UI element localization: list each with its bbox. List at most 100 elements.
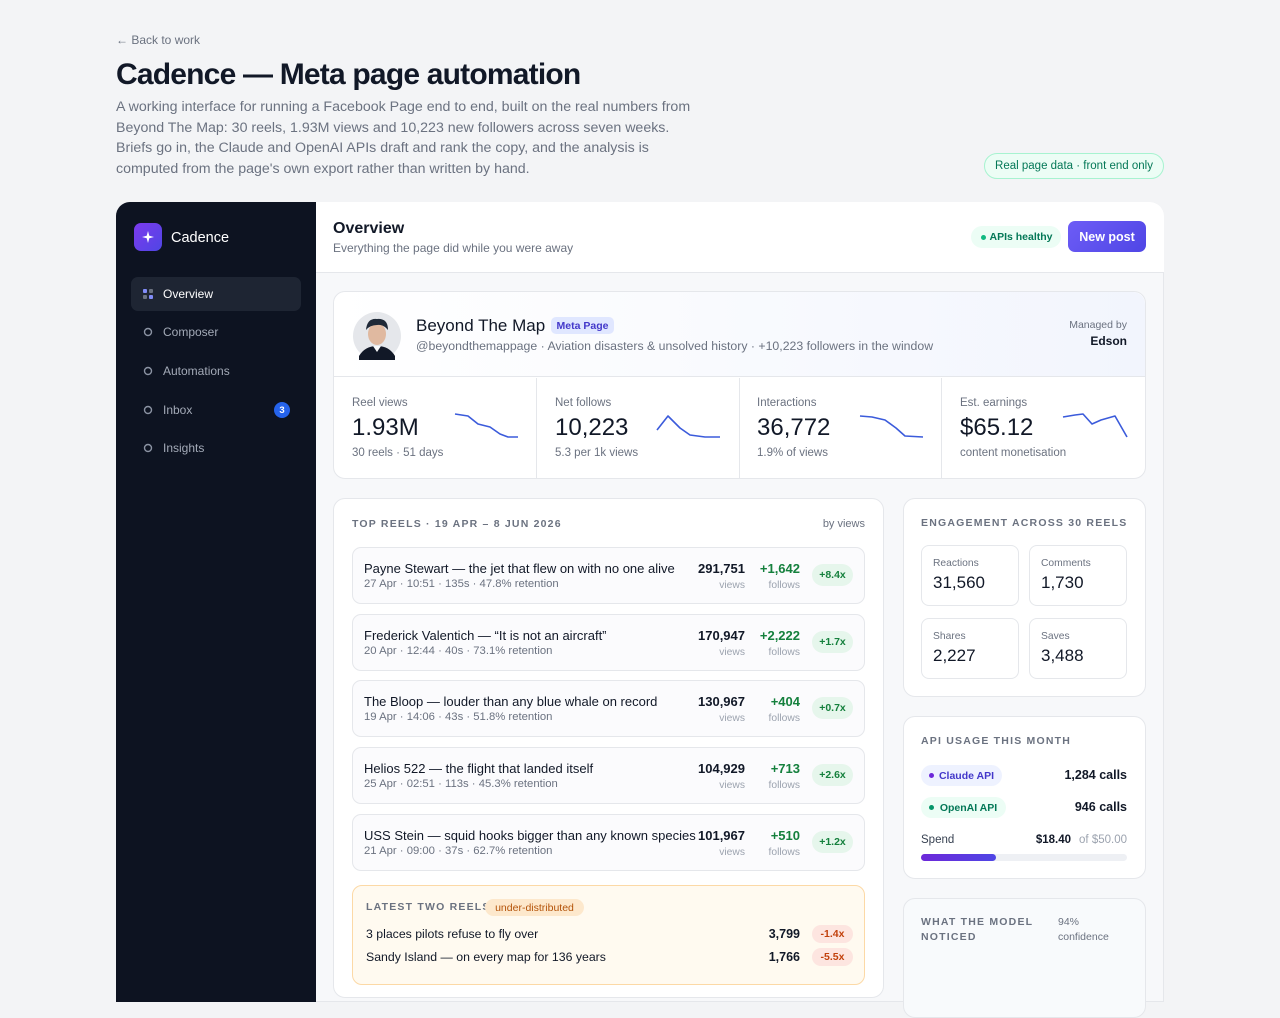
model-confidence: 94% confidence	[1058, 916, 1109, 943]
views-label: views	[719, 779, 745, 791]
reel-title: Frederick Valentich — “It is not an airc…	[364, 627, 607, 643]
stat-sub: content monetisation	[960, 446, 1067, 459]
nav-icon	[143, 327, 153, 337]
reel-meta: 19 Apr · 14:06 · 43s · 51.8% retention	[364, 710, 553, 723]
brand-name: Cadence	[171, 229, 230, 246]
reel-row[interactable]	[352, 747, 865, 804]
model-title: WHAT THE MODEL NOTICED	[921, 916, 1034, 943]
sidebar	[116, 202, 316, 1002]
reel-title: Helios 522 — the flight that landed itse…	[364, 760, 594, 776]
nav-icon	[143, 289, 153, 299]
ratio-pill: +1.2x	[812, 831, 853, 853]
stat-value: 1.93M	[352, 413, 419, 441]
ratio-pill: +0.7x	[812, 697, 853, 719]
nav-icon	[143, 405, 153, 415]
metric-value: 2,227	[933, 646, 976, 665]
reel-follows: +404	[770, 693, 800, 709]
section-title: Overview	[333, 219, 405, 237]
latest-reel-views: 1,766	[768, 950, 800, 964]
reel-views: 170,947	[698, 627, 745, 643]
ratio-pill: -1.4x	[812, 925, 853, 943]
spend-fill	[921, 854, 996, 861]
card-title: ENGAGEMENT ACROSS 30 REELS	[921, 517, 1128, 529]
latest-tag: under-distributed	[485, 899, 584, 916]
status-dot	[981, 235, 986, 240]
stat-value: $65.12	[960, 413, 1034, 441]
manager-name: Edson	[1090, 334, 1127, 348]
views-label: views	[719, 579, 745, 591]
metric-label: Reactions	[933, 557, 979, 569]
latest-reel-title: Sandy Island — on every map for 136 year…	[366, 950, 606, 964]
page-meta: @beyondthemappage · Aviation disasters &…	[416, 339, 934, 353]
latest-title: LATEST TWO REELS	[366, 901, 491, 913]
metric-tile	[921, 618, 1019, 679]
section-subtitle: Everything the page did while you were a…	[333, 241, 574, 255]
page: Cadence {"header":{"back":"← Back to wor…	[116, 33, 1164, 1018]
stat-sub: 30 reels · 51 days	[352, 446, 444, 459]
metric-label: Comments	[1041, 557, 1091, 569]
nav-item[interactable]: Insights	[163, 441, 205, 455]
spend-track	[921, 854, 1127, 861]
spend-value: $18.40	[1035, 833, 1071, 846]
reel-views: 101,967	[698, 827, 745, 843]
latest-reel-title: 3 places pilots refuse to fly over	[366, 927, 539, 941]
reel-row[interactable]	[352, 680, 865, 737]
reel-title: The Bloop — louder than any blue whale o…	[364, 693, 658, 709]
follows-label: follows	[768, 779, 800, 791]
follows-label: follows	[768, 646, 800, 658]
spend-limit: of $50.00	[1079, 833, 1127, 846]
api-calls: 946 calls	[1074, 800, 1127, 814]
stat-value: 10,223	[555, 413, 629, 441]
nav-item[interactable]: Overview	[163, 287, 214, 301]
api-pill: OpenAI API	[921, 797, 1006, 818]
stat-label: Interactions	[757, 396, 817, 409]
reel-row[interactable]	[352, 614, 865, 671]
api-dot	[929, 773, 934, 778]
nav-icon	[143, 443, 153, 453]
reel-follows: +713	[770, 760, 800, 776]
reel-follows: +510	[770, 827, 800, 843]
page-description: A working interface for running a Facebo…	[116, 99, 691, 178]
card-title: TOP REELS · 19 APR – 8 JUN 2026	[352, 518, 562, 530]
stat-label: Net follows	[555, 396, 612, 409]
new-post-button[interactable]: New post	[1068, 221, 1146, 252]
brand-icon	[142, 231, 154, 243]
page-name: Beyond The Map	[416, 316, 546, 335]
api-calls: 1,284 calls	[1064, 768, 1127, 782]
nav-active	[131, 277, 301, 311]
spend-label: Spend	[921, 833, 955, 846]
reel-follows: +2,222	[759, 627, 800, 643]
views-label: views	[719, 846, 745, 858]
nav-item[interactable]: Inbox	[163, 403, 193, 417]
back-link[interactable]: ← Back to work	[116, 33, 201, 47]
scope-badge: Real page data · front end only	[984, 153, 1164, 179]
metric-tile	[1029, 545, 1127, 606]
ratio-pill: +8.4x	[812, 564, 853, 586]
nav-icon	[143, 366, 153, 376]
reel-meta: 21 Apr · 09:00 · 37s · 62.7% retention	[364, 844, 553, 857]
card-title: API USAGE THIS MONTH	[921, 735, 1072, 747]
nav-badge: 3	[274, 402, 290, 418]
nav-item[interactable]: Composer	[163, 325, 219, 339]
page-tag: Meta Page	[551, 317, 614, 334]
api-dot	[929, 805, 934, 810]
reel-row[interactable]	[352, 814, 865, 871]
metric-tile	[1029, 618, 1127, 679]
nav-item[interactable]: Automations	[163, 364, 230, 378]
stat-sub: 5.3 per 1k views	[555, 446, 639, 459]
stat-label: Reel views	[352, 396, 408, 409]
body: (() => { const data = JSON.parse(documen…	[116, 33, 1164, 1018]
page-title: Cadence — Meta page automation	[116, 57, 581, 91]
metric-label: Shares	[933, 630, 966, 642]
stat-divider	[941, 378, 942, 478]
reel-views: 130,967	[698, 693, 745, 709]
metric-value: 31,560	[933, 573, 985, 592]
ratio-pill: +1.7x	[812, 631, 853, 653]
follows-label: follows	[768, 579, 800, 591]
metric-tile	[921, 545, 1019, 606]
stat-value: 36,772	[757, 413, 831, 441]
stat-label: Est. earnings	[960, 396, 1028, 409]
reel-row[interactable]	[352, 547, 865, 604]
stat-sub: 1.9% of views	[757, 446, 828, 459]
reel-meta: 25 Apr · 02:51 · 113s · 45.3% retention	[364, 777, 558, 790]
